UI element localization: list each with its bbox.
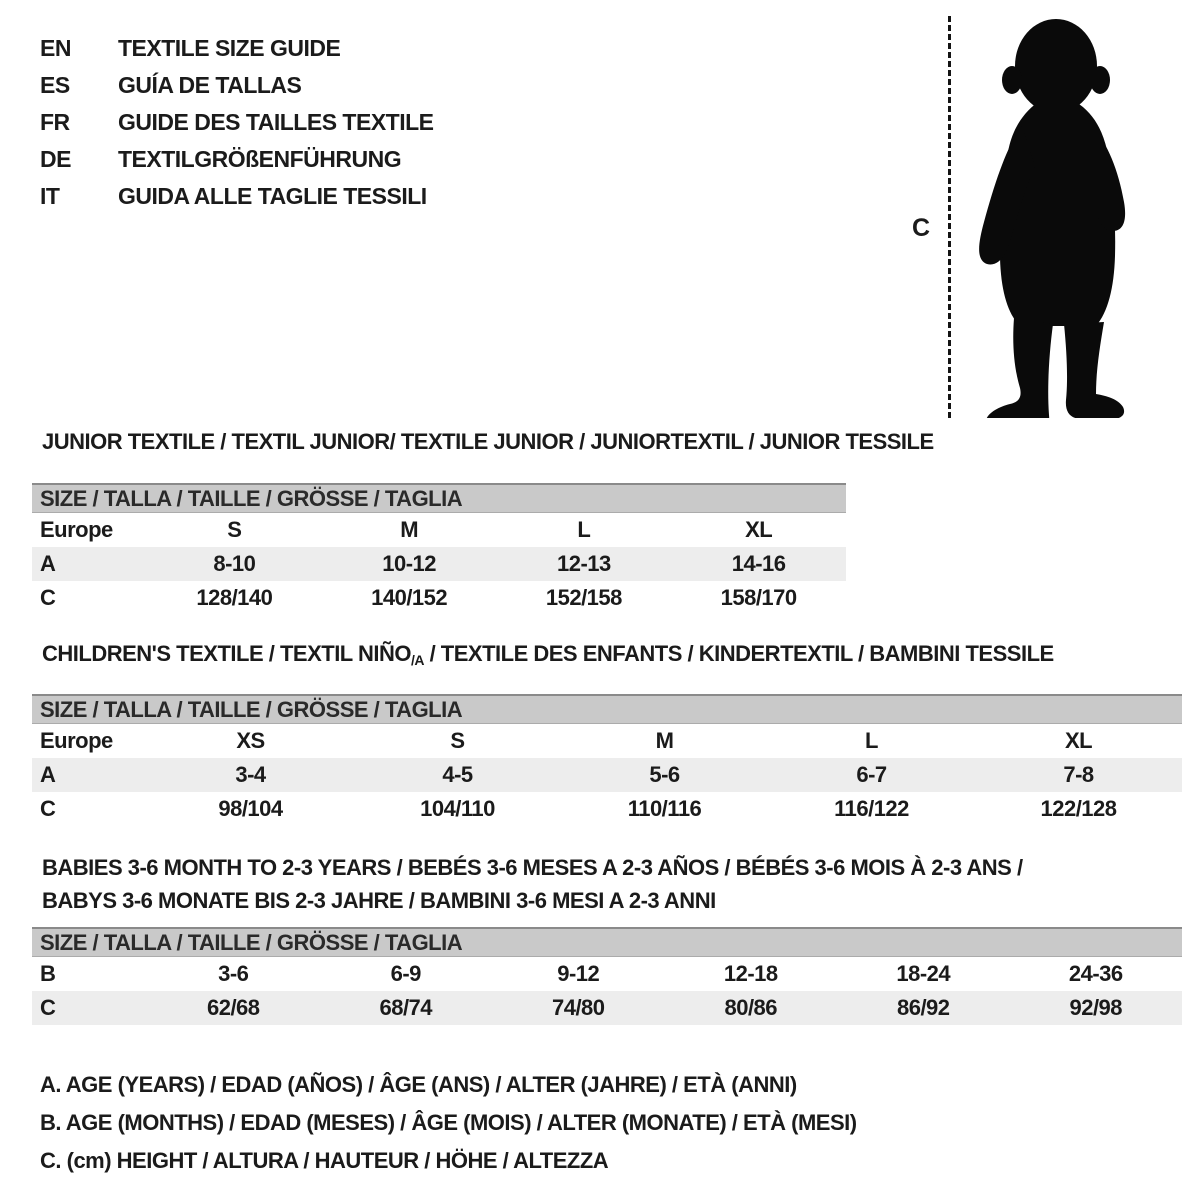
table-row-c: C 62/68 68/74 74/80 80/86 86/92 92/98 <box>32 991 1182 1025</box>
table-cell: 80/86 <box>724 995 778 1020</box>
table-cell: 6-9 <box>390 961 422 986</box>
language-code: DE <box>40 146 71 172</box>
language-row: FR GUIDE DES TAILLES TEXTILE <box>40 104 434 141</box>
row-label: Europe <box>40 517 113 542</box>
column-header: XL <box>1064 728 1093 753</box>
column-header: L <box>577 517 591 542</box>
toddler-silhouette-image <box>979 19 1126 418</box>
table-cell: 7-8 <box>1063 762 1094 787</box>
language-code: ES <box>40 72 70 98</box>
table-cell: 3-4 <box>235 762 266 787</box>
column-header: M <box>655 728 674 753</box>
column-header: XL <box>745 517 773 542</box>
table-cell: 62/68 <box>206 995 260 1020</box>
table-cell: 12-13 <box>556 551 611 576</box>
size-header-band: SIZE / TALLA / TAILLE / GRÖSSE / TAGLIA <box>32 694 1182 724</box>
row-label: A <box>40 551 56 576</box>
language-title-block: EN TEXTILE SIZE GUIDE ES GUÍA DE TALLAS … <box>40 30 434 215</box>
table-row-a: A 3-4 4-5 5-6 6-7 7-8 <box>32 758 1182 792</box>
table-cell: 5-6 <box>649 762 680 787</box>
junior-textile-section: JUNIOR TEXTILE / TEXTIL JUNIOR/ TEXTILE … <box>32 429 934 615</box>
size-header-band: SIZE / TALLA / TAILLE / GRÖSSE / TAGLIA <box>32 483 846 513</box>
table-cell: 4-5 <box>442 762 473 787</box>
babies-section-title: BABIES 3-6 MONTH TO 2-3 YEARS / BEBÉS 3-… <box>42 851 1182 917</box>
row-label: C <box>40 585 56 610</box>
babies-textile-section: BABIES 3-6 MONTH TO 2-3 YEARS / BEBÉS 3-… <box>32 851 1182 1025</box>
row-label: Europe <box>40 728 113 753</box>
table-row-c: C 128/140 140/152 152/158 158/170 <box>32 581 846 615</box>
column-header: L <box>865 728 878 753</box>
children-section-title: CHILDREN'S TEXTILE / TEXTIL NIÑO/A / TEX… <box>42 642 1182 672</box>
babies-title-line2: BABYS 3-6 MONATE BIS 2-3 JAHRE / BAMBINI… <box>42 888 716 913</box>
column-header: S <box>227 517 242 542</box>
table-cell: 10-12 <box>382 551 437 576</box>
language-row: IT GUIDA ALLE TAGLIE TESSILI <box>40 178 434 215</box>
legend-item-a: A. AGE (YEARS) / EDAD (AÑOS) / ÂGE (ANS)… <box>40 1072 797 1097</box>
table-cell: 152/158 <box>545 585 623 610</box>
table-cell: 6-7 <box>856 762 887 787</box>
column-header: M <box>400 517 419 542</box>
language-code: EN <box>40 35 71 61</box>
height-measure-label: C <box>912 214 930 242</box>
height-measure-dashed-line <box>948 16 951 418</box>
table-cell: 74/80 <box>551 995 605 1020</box>
children-title-part2: / TEXTILE DES ENFANTS / KINDERTEXTIL / B… <box>423 641 1055 666</box>
junior-section-title: JUNIOR TEXTILE / TEXTIL JUNIOR/ TEXTILE … <box>42 429 934 454</box>
table-row-europe: Europe S M L XL <box>32 513 846 547</box>
row-label: C <box>40 796 56 821</box>
language-title: TEXTILE SIZE GUIDE <box>118 35 341 61</box>
children-title-subscript: /A <box>410 652 425 668</box>
table-cell: 98/104 <box>218 796 283 821</box>
row-label: A <box>40 762 56 787</box>
table-cell: 14-16 <box>731 551 786 576</box>
table-cell: 128/140 <box>196 585 273 610</box>
table-row-europe: Europe XS S M L XL <box>32 724 1182 758</box>
language-title: GUÍA DE TALLAS <box>118 72 302 98</box>
row-label: C <box>40 995 56 1020</box>
table-cell: 68/74 <box>379 995 433 1020</box>
table-cell: 3-6 <box>218 961 249 986</box>
size-header-band: SIZE / TALLA / TAILLE / GRÖSSE / TAGLIA <box>32 927 1182 957</box>
table-cell: 9-12 <box>557 961 600 986</box>
table-cell: 24-36 <box>1068 961 1123 986</box>
language-code: FR <box>40 109 70 135</box>
children-title-part1: CHILDREN'S TEXTILE / TEXTIL NIÑO <box>42 641 411 666</box>
table-cell: 18-24 <box>896 961 951 986</box>
legend-block: A. AGE (YEARS) / EDAD (AÑOS) / ÂGE (ANS)… <box>40 1066 857 1180</box>
language-row: DE TEXTILGRÖßENFÜHRUNG <box>40 141 434 178</box>
language-title: GUIDA ALLE TAGLIE TESSILI <box>118 183 427 209</box>
language-title: TEXTILGRÖßENFÜHRUNG <box>118 146 402 172</box>
table-cell: 8-10 <box>213 551 256 576</box>
table-cell: 122/128 <box>1040 796 1117 821</box>
language-row: ES GUÍA DE TALLAS <box>40 67 434 104</box>
language-code: IT <box>40 183 60 209</box>
babies-title-line1: BABIES 3-6 MONTH TO 2-3 YEARS / BEBÉS 3-… <box>42 855 1023 880</box>
table-row-a: A 8-10 10-12 12-13 14-16 <box>32 547 846 581</box>
row-label: B <box>40 961 56 986</box>
table-cell: 110/116 <box>627 796 702 821</box>
legend-item-b: B. AGE (MONTHS) / EDAD (MESES) / ÂGE (MO… <box>40 1110 857 1135</box>
language-title: GUIDE DES TAILLES TEXTILE <box>118 109 434 135</box>
table-row-c: C 98/104 104/110 110/116 116/122 122/128 <box>32 792 1182 826</box>
table-cell: 12-18 <box>723 961 778 986</box>
table-row-b: B 3-6 6-9 9-12 12-18 18-24 24-36 <box>32 957 1182 991</box>
language-row: EN TEXTILE SIZE GUIDE <box>40 30 434 67</box>
legend-item-c: C. (cm) HEIGHT / ALTURA / HAUTEUR / HÖHE… <box>40 1148 609 1173</box>
column-header: XS <box>236 728 265 753</box>
table-cell: 104/110 <box>420 796 495 821</box>
table-cell: 86/92 <box>896 995 950 1020</box>
table-cell: 140/152 <box>371 585 448 610</box>
column-header: S <box>450 728 465 753</box>
table-cell: 158/170 <box>720 585 798 610</box>
children-textile-section: CHILDREN'S TEXTILE / TEXTIL NIÑO/A / TEX… <box>32 642 1182 826</box>
table-cell: 116/122 <box>834 796 909 821</box>
table-cell: 92/98 <box>1069 995 1123 1020</box>
